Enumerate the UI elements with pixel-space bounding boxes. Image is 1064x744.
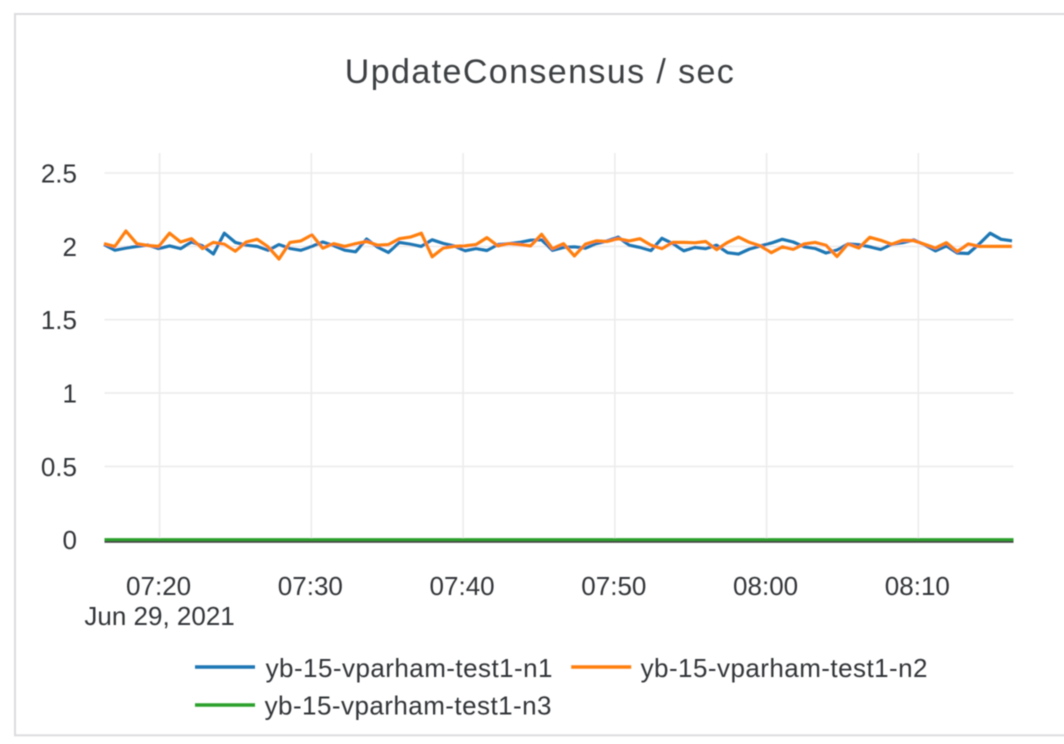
svg-text:07:30: 07:30: [278, 571, 343, 601]
svg-text:1.5: 1.5: [41, 305, 77, 335]
svg-text:08:10: 08:10: [885, 571, 950, 601]
svg-text:08:00: 08:00: [733, 571, 798, 601]
svg-text:2.5: 2.5: [41, 158, 77, 188]
svg-text:0: 0: [63, 525, 77, 555]
svg-text:07:50: 07:50: [581, 571, 646, 601]
svg-text:yb-15-vparham-test1-n3: yb-15-vparham-test1-n3: [265, 690, 552, 720]
svg-text:0.5: 0.5: [41, 452, 77, 482]
svg-text:yb-15-vparham-test1-n1: yb-15-vparham-test1-n1: [266, 653, 553, 683]
svg-text:2: 2: [63, 232, 77, 262]
svg-text:Jun 29, 2021: Jun 29, 2021: [84, 601, 234, 631]
svg-text:yb-15-vparham-test1-n2: yb-15-vparham-test1-n2: [641, 653, 928, 683]
svg-text:UpdateConsensus / sec: UpdateConsensus / sec: [345, 53, 735, 91]
svg-text:07:20: 07:20: [126, 571, 191, 601]
svg-text:07:40: 07:40: [430, 571, 495, 601]
svg-text:1: 1: [63, 379, 77, 409]
